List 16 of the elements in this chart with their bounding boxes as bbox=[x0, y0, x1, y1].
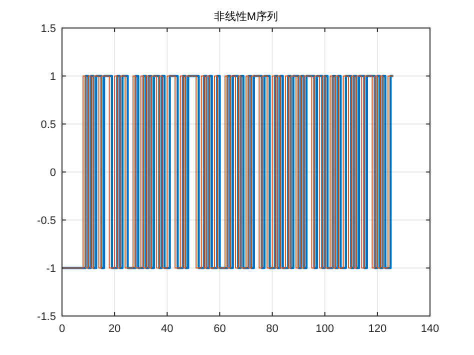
x-tick-label: 0 bbox=[58, 323, 66, 335]
y-tick-label: 0.5 bbox=[40, 119, 56, 131]
x-tick-label: 40 bbox=[161, 323, 174, 335]
x-tick-label: 60 bbox=[214, 323, 226, 335]
y-tick-label: 1 bbox=[50, 71, 56, 83]
chart-title: 非线性M序列 bbox=[214, 10, 278, 23]
x-tick-label: 100 bbox=[316, 323, 334, 335]
y-tick-label: 0 bbox=[50, 167, 56, 179]
x-tick-label: 80 bbox=[266, 323, 278, 335]
y-tick-label: -1 bbox=[46, 263, 56, 275]
x-tick-label: 20 bbox=[108, 323, 121, 335]
y-tick-label: -0.5 bbox=[37, 215, 56, 227]
x-tick-label: 120 bbox=[368, 323, 387, 335]
y-tick-label: -1.5 bbox=[37, 311, 56, 323]
x-tick-label: 140 bbox=[420, 323, 440, 335]
y-tick-label: 1.5 bbox=[40, 23, 56, 35]
